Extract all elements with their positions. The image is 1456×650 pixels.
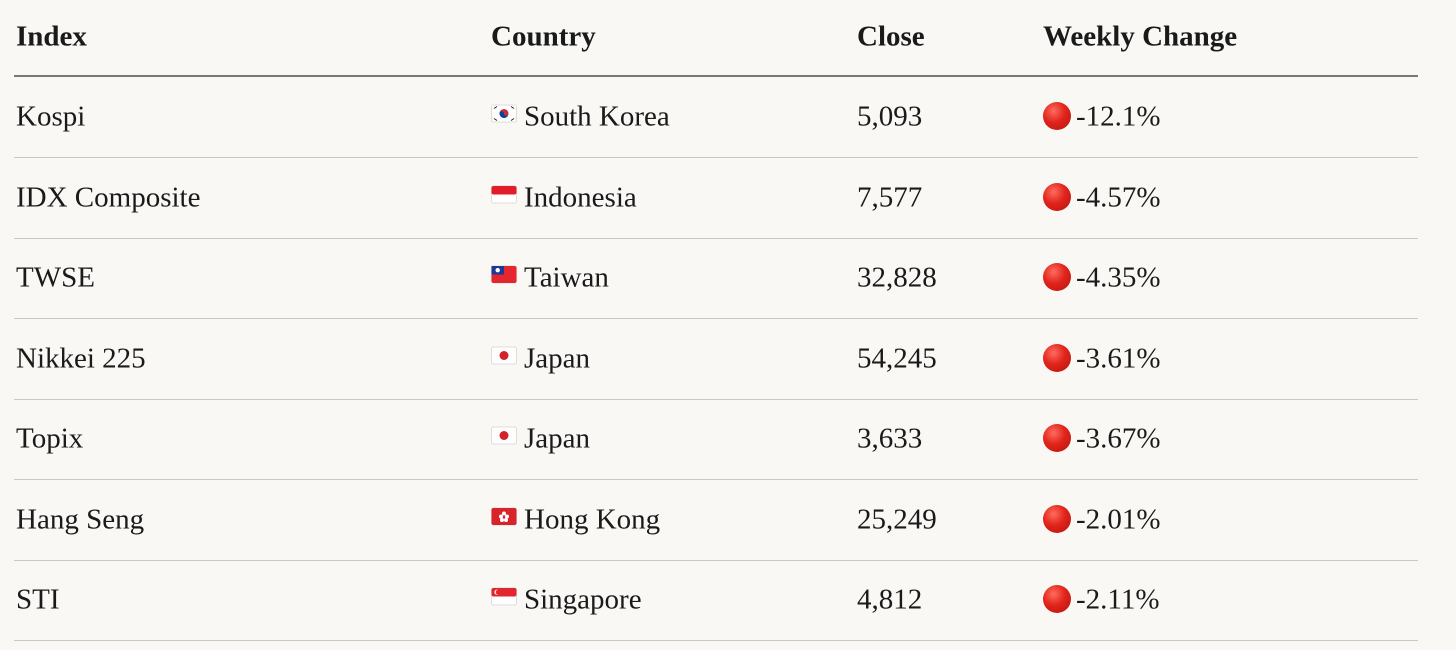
weekly-change: -4.57%: [1076, 181, 1161, 213]
header-cell: Index: [16, 20, 87, 53]
weekly-change: -3.67%: [1076, 422, 1161, 455]
weekly-change: -3.61%: [1076, 342, 1161, 374]
row-rule: [14, 399, 1418, 400]
red-circle-icon: [1043, 102, 1071, 130]
flag-icon: [491, 507, 517, 530]
row-rule: [14, 157, 1418, 158]
row-rule: [14, 640, 1418, 641]
country-name: Hong Kong: [524, 503, 661, 535]
country-name: South Korea: [524, 100, 670, 133]
close-value: 3,633: [857, 422, 923, 455]
header-cell: Country: [491, 20, 596, 53]
index-name: IDX Composite: [16, 181, 201, 213]
header-cell: Close: [857, 20, 925, 53]
index-name: Nikkei 225: [16, 342, 146, 374]
country-name: Japan: [524, 422, 591, 455]
weekly-change: -4.35%: [1076, 261, 1161, 294]
flag-icon: [491, 346, 517, 369]
country-name: Indonesia: [524, 181, 637, 213]
index-name: TWSE: [16, 261, 95, 294]
header-cell: Weekly Change: [1043, 20, 1238, 53]
flag-icon: [491, 185, 517, 208]
flag-icon: [491, 587, 517, 611]
close-value: 54,245: [857, 342, 937, 374]
flag-icon: [491, 104, 517, 128]
row-rule: [14, 238, 1418, 239]
red-circle-icon: [1043, 424, 1071, 452]
close-value: 25,249: [857, 503, 937, 535]
red-circle-icon: [1043, 585, 1071, 613]
close-value: 5,093: [857, 100, 923, 133]
row-rule: [14, 318, 1418, 319]
close-value: 32,828: [857, 261, 937, 294]
flag-icon: [491, 426, 517, 450]
red-circle-icon: [1043, 182, 1071, 211]
weekly-change: -2.01%: [1076, 503, 1161, 535]
index-name: Hang Seng: [16, 503, 145, 535]
index-name: Topix: [16, 422, 84, 455]
red-circle-icon: [1043, 504, 1071, 533]
index-name: Kospi: [16, 100, 86, 133]
red-circle-icon: [1043, 263, 1071, 291]
close-value: 4,812: [857, 583, 923, 616]
country-name: Singapore: [524, 583, 642, 616]
row-rule: [14, 560, 1418, 561]
flag-icon: [491, 265, 517, 289]
country-name: Japan: [524, 342, 591, 374]
country-name: Taiwan: [524, 261, 609, 294]
index-name: STI: [16, 583, 60, 616]
weekly-change: -2.11%: [1076, 583, 1160, 616]
header-rule: [14, 75, 1418, 77]
close-value: 7,577: [857, 181, 923, 213]
weekly-change: -12.1%: [1076, 100, 1161, 133]
red-circle-icon: [1043, 343, 1071, 372]
row-rule: [14, 479, 1418, 480]
